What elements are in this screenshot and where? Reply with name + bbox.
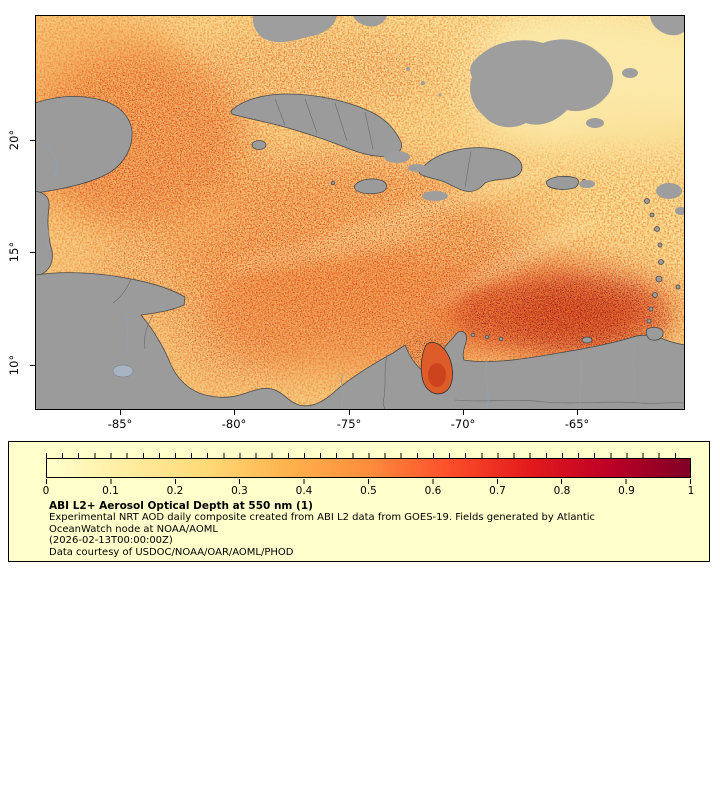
lon-tick (234, 410, 235, 415)
lon-tick (577, 410, 578, 415)
isla-juventud (251, 140, 267, 150)
colorbar-tick-label: 0.1 (102, 485, 119, 497)
legend-timestamp: (2026-02-13T00:00:00Z) (49, 535, 173, 546)
caribbean-aod-heatmap (35, 15, 685, 410)
lon-tick-label: -70° (450, 417, 476, 431)
map-frame (35, 15, 685, 410)
cayman-island (330, 180, 336, 186)
lon-tick-label: -85° (107, 417, 133, 431)
legend-title: ABI L2+ Aerosol Optical Depth at 550 nm … (49, 500, 313, 512)
cloud-no-data-patches (252, 15, 685, 215)
colorbar-tick-label: 0.3 (231, 485, 248, 497)
trinidad (645, 326, 664, 341)
colorbar-tick-labels: 0 0.1 0.2 0.3 0.4 0.5 0.6 0.7 0.8 0.9 1 (42, 485, 695, 498)
hispaniola (418, 147, 523, 192)
colorbar-tick-label: 0.5 (360, 485, 377, 497)
jamaica (353, 178, 388, 195)
lon-tick (463, 410, 464, 415)
lon-tick-label: -65° (564, 417, 590, 431)
colorbar-tick-label: 0.6 (424, 485, 442, 497)
colorbar-tick-label: 0.8 (553, 485, 571, 497)
colorbar-minor-ticks (46, 453, 691, 458)
yucatan-peninsula (35, 96, 133, 194)
central-south-america (35, 272, 685, 410)
lat-tick (30, 252, 35, 253)
puerto-rico (545, 175, 579, 190)
lake-maracaibo-aod (428, 363, 446, 387)
colorbar-major-ticks (46, 479, 692, 484)
map-figure (35, 15, 685, 410)
rivers (35, 142, 636, 410)
colorbar-tick-label: 0.2 (166, 485, 184, 497)
legend-data-courtesy: Data courtesy of USDOC/NOAA/OAR/AOML/PHO… (49, 546, 294, 558)
country-borders (112, 98, 685, 410)
lat-tick-label: 15° (7, 241, 21, 263)
margarita (581, 336, 593, 344)
legend-description-line: Experimental NRT AOD daily composite cre… (49, 512, 596, 523)
lat-tick (30, 140, 35, 141)
lat-tick (30, 365, 35, 366)
colorbar-legend-panel: 0 0.1 0.2 0.3 0.4 0.5 0.6 0.7 0.8 0.9 1 … (8, 441, 710, 562)
colorbar-tick-label: 0 (42, 485, 50, 497)
lon-tick (120, 410, 121, 415)
colorbar-tick-label: 0.7 (489, 485, 506, 497)
lat-tick-label: 10° (7, 354, 21, 376)
colorbar-tick-label: 0.9 (618, 485, 635, 497)
lon-tick (349, 410, 350, 415)
lon-tick-label: -75° (336, 417, 362, 431)
colorbar-gradient (46, 458, 691, 478)
lon-tick-label: -80° (221, 417, 247, 431)
colorbar-tick-label: 1 (687, 485, 695, 497)
lesser-antilles (644, 198, 681, 324)
legend-text-block: ABI L2+ Aerosol Optical Depth at 550 nm … (49, 500, 699, 558)
legend-description-line: OceanWatch node at NOAA/AOML (49, 523, 218, 535)
lake-nicaragua (112, 364, 134, 378)
colorbar-tick-label: 0.4 (295, 485, 313, 497)
lat-tick-label: 20° (7, 129, 21, 151)
